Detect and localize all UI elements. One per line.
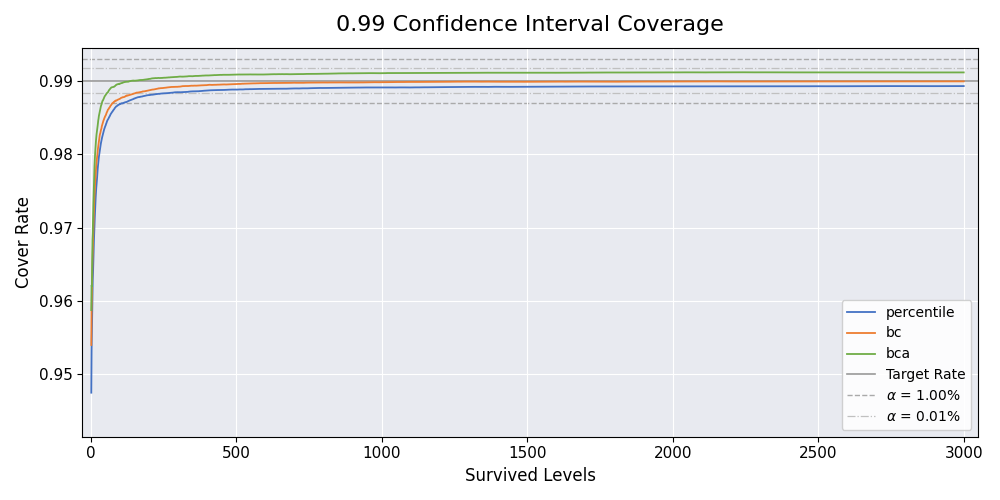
percentile xyxy=(941,83,953,89)
bc xyxy=(85,342,97,348)
Legend: percentile, bc, bca, Target Rate, $\alpha$ = 1.00%, $\alpha$ = 0.01%: percentile, bc, bca, Target Rate, $\alph… xyxy=(842,300,971,430)
percentile xyxy=(85,390,97,396)
Title: 0.99 Confidence Interval Coverage: 0.99 Confidence Interval Coverage xyxy=(336,15,724,35)
percentile xyxy=(885,83,897,89)
bca xyxy=(85,307,97,313)
$\alpha$ = 0.01% xyxy=(85,65,97,71)
$\alpha$ = 0.01% xyxy=(85,65,97,71)
percentile xyxy=(185,88,197,94)
bca xyxy=(941,70,953,75)
$\alpha$ = 1.00% xyxy=(85,56,97,62)
percentile xyxy=(847,83,859,89)
percentile xyxy=(237,86,249,92)
Line: bca: bca xyxy=(91,72,964,310)
bc xyxy=(185,83,197,89)
Line: percentile: percentile xyxy=(91,86,964,392)
bc xyxy=(458,78,470,84)
Target Rate xyxy=(85,78,97,84)
bca xyxy=(458,70,470,76)
Target Rate xyxy=(85,78,97,84)
X-axis label: Survived Levels: Survived Levels xyxy=(465,467,596,485)
Line: bc: bc xyxy=(91,82,964,345)
percentile xyxy=(420,84,432,90)
bc xyxy=(420,79,432,85)
percentile xyxy=(958,83,970,89)
bc xyxy=(941,78,953,84)
bca xyxy=(737,70,749,75)
Y-axis label: Cover Rate: Cover Rate xyxy=(15,196,33,288)
bc xyxy=(832,78,844,84)
percentile xyxy=(458,84,470,90)
bca xyxy=(847,70,859,75)
bca xyxy=(958,70,970,75)
bca xyxy=(420,70,432,76)
bca xyxy=(185,73,197,79)
bc xyxy=(237,80,249,86)
bc xyxy=(958,78,970,84)
bca xyxy=(237,72,249,78)
bc xyxy=(847,78,859,84)
$\alpha$ = 1.00% xyxy=(85,56,97,62)
